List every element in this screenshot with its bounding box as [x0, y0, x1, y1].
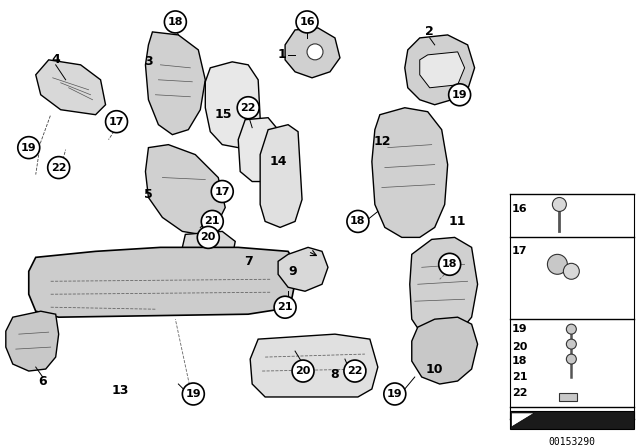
Text: 18: 18 [512, 356, 527, 366]
Text: 21: 21 [277, 302, 293, 312]
Circle shape [566, 354, 577, 364]
Circle shape [18, 137, 40, 159]
Text: 17: 17 [214, 186, 230, 197]
Polygon shape [559, 393, 577, 401]
Text: 17: 17 [512, 246, 527, 256]
Text: 12: 12 [373, 135, 390, 148]
Polygon shape [420, 52, 465, 88]
Text: 6: 6 [38, 375, 47, 388]
Text: 9: 9 [289, 265, 298, 278]
Polygon shape [412, 317, 477, 384]
Polygon shape [205, 62, 260, 148]
Text: 5: 5 [144, 188, 153, 201]
Text: 11: 11 [449, 215, 467, 228]
Polygon shape [36, 60, 106, 115]
Text: 7: 7 [244, 255, 253, 268]
Text: 8: 8 [331, 367, 339, 380]
Circle shape [106, 111, 127, 133]
Polygon shape [6, 311, 59, 371]
Polygon shape [278, 247, 328, 291]
Circle shape [449, 84, 470, 106]
Text: 19: 19 [186, 389, 201, 399]
Circle shape [164, 11, 186, 33]
Circle shape [202, 211, 223, 233]
Polygon shape [145, 32, 205, 135]
Polygon shape [182, 232, 236, 261]
Circle shape [563, 263, 579, 279]
Text: 19: 19 [21, 142, 36, 153]
Circle shape [347, 211, 369, 233]
Text: 2: 2 [426, 26, 434, 39]
Circle shape [566, 324, 577, 334]
Polygon shape [238, 118, 278, 181]
Text: 14: 14 [269, 155, 287, 168]
Polygon shape [410, 237, 477, 339]
Text: 19: 19 [452, 90, 467, 100]
Text: 19: 19 [511, 324, 527, 334]
Circle shape [344, 360, 366, 382]
Polygon shape [29, 247, 298, 317]
Circle shape [296, 11, 318, 33]
Text: 16: 16 [511, 204, 527, 215]
Circle shape [211, 181, 233, 202]
Polygon shape [145, 145, 225, 234]
Text: 21: 21 [205, 216, 220, 226]
Polygon shape [509, 411, 634, 429]
Text: 17: 17 [109, 116, 124, 127]
Circle shape [197, 226, 220, 248]
Circle shape [237, 97, 259, 119]
Polygon shape [260, 125, 302, 228]
Text: 15: 15 [214, 108, 232, 121]
Circle shape [566, 339, 577, 349]
Circle shape [274, 296, 296, 318]
Text: 18: 18 [350, 216, 365, 226]
Circle shape [552, 198, 566, 211]
Polygon shape [372, 108, 447, 237]
Text: 20: 20 [295, 366, 311, 376]
Text: 19: 19 [387, 389, 403, 399]
Circle shape [48, 157, 70, 179]
Circle shape [182, 383, 204, 405]
Text: 22: 22 [51, 163, 67, 172]
Text: 18: 18 [442, 259, 458, 269]
Circle shape [307, 44, 323, 60]
Circle shape [438, 254, 461, 275]
Circle shape [384, 383, 406, 405]
Text: 22: 22 [347, 366, 363, 376]
Text: 10: 10 [426, 362, 444, 375]
Polygon shape [250, 334, 378, 397]
Circle shape [547, 254, 568, 274]
Text: 21: 21 [512, 372, 527, 382]
Polygon shape [511, 413, 534, 427]
Text: 20: 20 [512, 342, 527, 352]
Text: 3: 3 [144, 56, 153, 69]
Text: 00153290: 00153290 [549, 437, 596, 447]
Text: 13: 13 [112, 384, 129, 397]
Text: 18: 18 [168, 17, 183, 27]
Text: 4: 4 [51, 53, 60, 66]
Polygon shape [404, 35, 475, 105]
Text: 20: 20 [200, 233, 216, 242]
Polygon shape [285, 28, 340, 78]
Text: 1: 1 [278, 48, 287, 61]
Circle shape [292, 360, 314, 382]
Text: 22: 22 [512, 388, 527, 398]
Text: 16: 16 [300, 17, 315, 27]
Text: 22: 22 [241, 103, 256, 113]
